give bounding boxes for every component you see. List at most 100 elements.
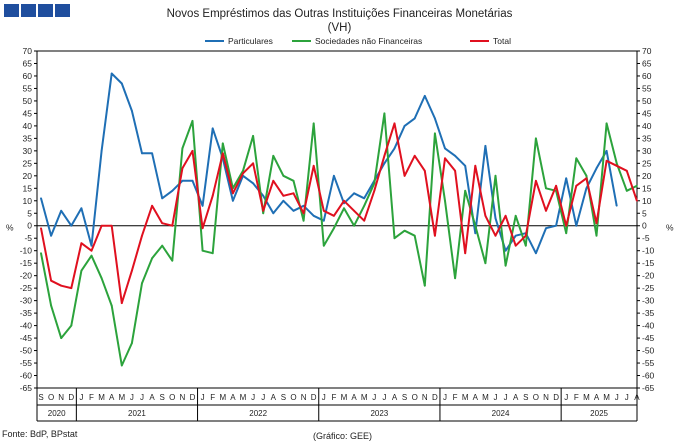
data-point	[282, 174, 285, 177]
data-point	[545, 227, 547, 230]
chart-title-line2: (VH)	[327, 22, 352, 34]
x-month-label: A	[149, 393, 155, 402]
data-point	[151, 152, 154, 155]
logo-block-3	[38, 4, 53, 17]
data-point	[353, 192, 355, 195]
x-month-label: M	[603, 393, 610, 402]
data-point	[494, 174, 497, 177]
data-point	[423, 95, 426, 97]
y-tick-label-left: -35	[20, 308, 33, 318]
y-tick-label-left: 55	[23, 83, 33, 93]
data-point	[504, 264, 507, 267]
y-tick-label-right: -20	[642, 271, 655, 281]
data-point	[161, 222, 164, 225]
data-point	[514, 244, 517, 247]
data-point	[322, 209, 325, 212]
y-tick-label-right: 50	[642, 96, 652, 106]
x-month-label: D	[432, 393, 438, 402]
data-point	[575, 224, 578, 227]
data-point	[302, 212, 305, 215]
data-point	[353, 224, 355, 227]
data-point	[464, 189, 467, 192]
y-tick-label-left: 5	[27, 208, 32, 218]
data-point	[393, 237, 396, 240]
data-point	[625, 189, 628, 192]
x-month-label: F	[453, 393, 458, 402]
x-month-label: M	[341, 393, 348, 402]
x-month-label: F	[574, 393, 579, 402]
data-point	[413, 234, 416, 237]
chart-title-line1: Novos Empréstimos das Outras Instituiçõe…	[166, 8, 513, 20]
data-point	[545, 187, 547, 190]
data-point	[565, 177, 568, 180]
data-point	[232, 192, 234, 195]
y-tick-label-left: 30	[23, 146, 33, 156]
data-point	[555, 224, 557, 227]
data-point	[464, 252, 467, 255]
data-point	[302, 219, 305, 222]
credit-note: (Gráfico: GEE)	[313, 431, 373, 441]
x-month-label: N	[422, 393, 428, 402]
series-line-2	[40, 112, 638, 367]
data-point	[535, 252, 537, 255]
data-point	[181, 167, 184, 170]
x-month-label: N	[543, 393, 549, 402]
data-point	[625, 169, 628, 172]
x-month-label: O	[533, 393, 539, 402]
logo-block-4	[55, 4, 70, 17]
y-tick-label-left: 25	[23, 158, 33, 168]
y-tick-label-right: 15	[642, 183, 652, 193]
x-month-label: N	[58, 393, 64, 402]
data-point	[615, 162, 618, 165]
data-point	[423, 284, 426, 287]
x-year-label: 2023	[370, 409, 388, 418]
data-point	[161, 244, 164, 247]
data-point	[131, 342, 133, 344]
y-tick-label-left: -15	[20, 258, 33, 268]
data-point	[474, 164, 477, 167]
y-tick-label-right: -55	[642, 358, 655, 368]
data-point	[151, 257, 154, 260]
legend-label: Sociedades não Financeiras	[315, 36, 422, 46]
series-points-3	[40, 122, 638, 305]
data-point	[403, 174, 406, 177]
data-point	[363, 197, 366, 200]
x-month-label: O	[290, 393, 296, 402]
x-month-label: J	[494, 393, 498, 402]
data-point	[272, 154, 275, 157]
data-point	[110, 72, 113, 75]
y-tick-label-right: 70	[642, 46, 652, 56]
y-tick-label-left: -5	[24, 233, 32, 243]
data-point	[514, 214, 517, 217]
unit-label-left: %	[6, 223, 14, 233]
y-tick-label-left: -45	[20, 333, 33, 343]
data-point	[40, 227, 42, 230]
data-point	[120, 82, 123, 85]
x-month-label: A	[230, 393, 236, 402]
data-point	[474, 224, 477, 227]
data-point	[383, 154, 386, 157]
y-tick-label-right: -30	[642, 296, 655, 306]
data-point	[484, 214, 487, 217]
data-point	[40, 197, 42, 200]
data-point	[413, 117, 416, 120]
data-point	[151, 204, 154, 207]
x-year-label: 2022	[249, 409, 267, 418]
data-point	[484, 144, 487, 147]
data-point	[585, 177, 588, 180]
data-point	[80, 207, 83, 210]
y-tick-label-left: -40	[20, 321, 33, 331]
y-tick-label-right: 5	[642, 208, 647, 218]
data-point	[252, 134, 255, 137]
y-tick-label-right: -5	[642, 233, 650, 243]
x-month-label: M	[462, 393, 469, 402]
y-tick-label-left: -55	[20, 358, 33, 368]
data-point	[474, 232, 477, 235]
data-point	[535, 179, 537, 182]
y-tick-label-right: 60	[642, 71, 652, 81]
x-month-label: F	[89, 393, 94, 402]
data-point	[555, 184, 557, 187]
data-point	[504, 214, 507, 217]
data-point	[191, 179, 194, 182]
data-point	[100, 224, 103, 227]
